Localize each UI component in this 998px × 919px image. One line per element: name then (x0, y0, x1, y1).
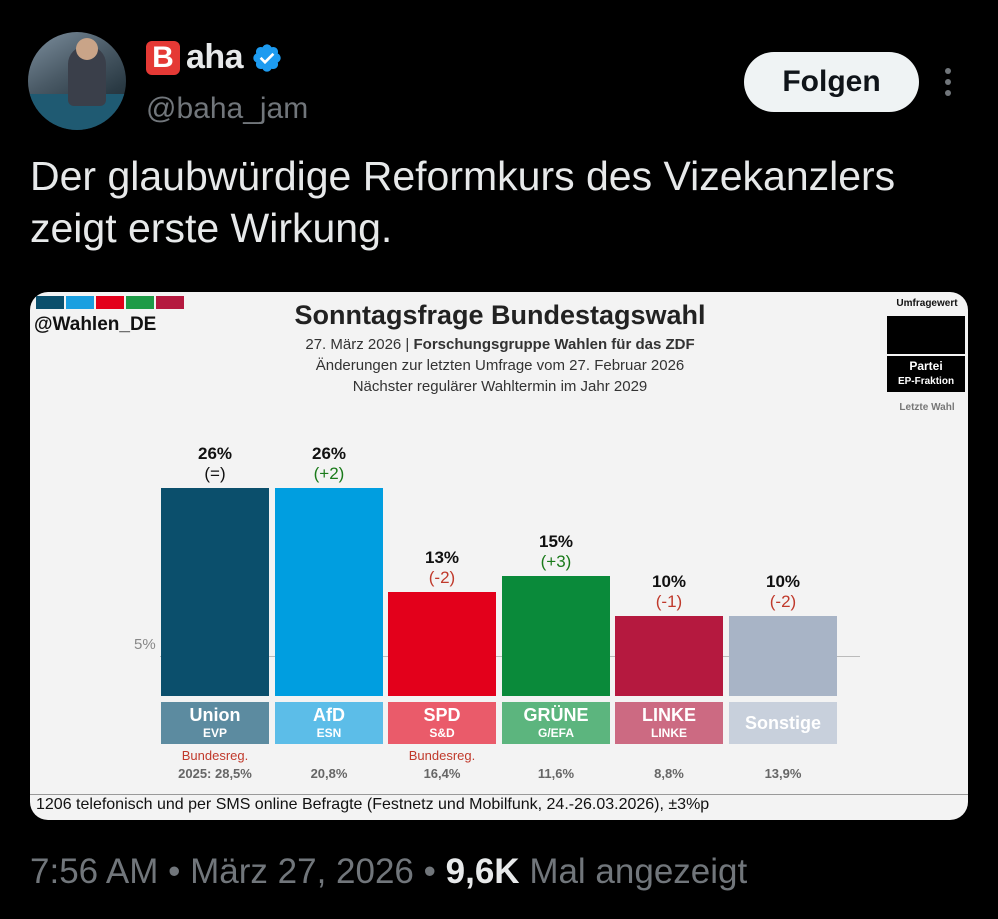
bar-value-label: 10% (651, 572, 687, 591)
color-stripes (36, 296, 184, 309)
tweet-date[interactable]: März 27, 2026 (190, 852, 414, 891)
bar-change-label: (+2) (313, 464, 345, 483)
party-label: Union EVP (161, 702, 269, 744)
user-handle[interactable]: @baha_jam (146, 92, 309, 125)
party-faction: EVP (202, 726, 227, 740)
subtitle-institute: Forschungsgruppe Wahlen für das ZDF (413, 336, 695, 353)
source-handle: @Wahlen_DE (34, 314, 157, 335)
bar-4 (615, 616, 723, 696)
view-count: 9,6K (445, 852, 520, 891)
party-name: AfD (313, 705, 345, 725)
party-label: AfD ESN (275, 702, 383, 744)
chart-subtitle-election: Nächster regulärer Wahltermin im Jahr 20… (352, 378, 648, 395)
bar-change-label: (+3) (540, 552, 572, 571)
footnote: 1206 telefonisch und per SMS online Befr… (36, 796, 710, 813)
party-name: GRÜNE (523, 705, 589, 725)
legend-faction-label: EP-Fraktion (897, 376, 955, 387)
party-faction: S&D (429, 726, 455, 740)
bar-0 (161, 488, 269, 696)
display-name-text: aha (186, 38, 244, 76)
meta-separator: • (168, 852, 181, 891)
gridline-label: 5% (134, 636, 156, 653)
last-election-value: 13,9% (764, 766, 802, 781)
subtitle-date: 27. März 2026 | (305, 336, 414, 353)
tweet-text: Der glaubwürdige Reformkurs des Vizekanz… (30, 153, 896, 251)
chart-subtitle-changes: Änderungen zur letzten Umfrage vom 27. F… (315, 357, 685, 374)
party-name: SPD (423, 705, 461, 725)
bar-value-label: 15% (538, 532, 574, 551)
bar-1 (275, 488, 383, 696)
party-label: Sonstige (729, 702, 837, 744)
views-label: Mal angezeigt (529, 852, 748, 891)
legend-poll-value: Umfragewert (896, 298, 958, 309)
tweet-time[interactable]: 7:56 AM (30, 852, 159, 891)
bar-change-label: (=) (204, 464, 226, 483)
party-faction: LINKE (651, 726, 687, 740)
chart-title: Sonntagsfrage Bundestagswahl (294, 300, 706, 330)
stripe (66, 296, 94, 309)
footer-divider (30, 794, 968, 795)
avatar[interactable] (28, 32, 126, 130)
display-name[interactable]: B aha (146, 38, 283, 77)
bar-value-label: 13% (424, 548, 460, 567)
bar-change-label: (-1) (655, 592, 683, 611)
party-name: LINKE (642, 705, 696, 725)
last-election-value: 8,8% (654, 766, 684, 781)
verified-check-icon (253, 43, 281, 72)
party-faction: ESN (316, 726, 342, 740)
bar-5 (729, 616, 837, 696)
party-name: Union (189, 705, 241, 725)
chart-subtitle-date: 27. März 2026 | Forschungsgruppe Wahlen … (190, 336, 810, 353)
last-election-value: 2025: 28,5% (178, 766, 252, 781)
stripe (126, 296, 154, 309)
tweet-meta: 7:56 AM • März 27, 2026 • 9,6K Mal angez… (30, 852, 747, 892)
legend-party-label: Partei (909, 359, 943, 373)
poll-image-card[interactable]: @Wahlen_DE Sonntagsfrage Bundestagswahl … (30, 292, 968, 820)
stripe (36, 296, 64, 309)
avatar-head (76, 38, 98, 60)
legend-bar-swatch (887, 316, 965, 354)
party-label: SPD S&D (388, 702, 496, 744)
government-note: Bundesreg. (408, 748, 476, 763)
bar-2 (388, 592, 496, 696)
bar-change-label: (-2) (428, 568, 456, 587)
last-election-value: 11,6% (537, 766, 575, 781)
meta-separator: • (423, 852, 436, 891)
bar-change-label: (-2) (769, 592, 797, 611)
last-election-value: 16,4% (423, 766, 461, 781)
bar-3 (502, 576, 610, 696)
stripe (156, 296, 184, 309)
party-name: Sonstige (744, 713, 821, 733)
legend-party: Partei EP-Fraktion (887, 356, 965, 392)
party-label: GRÜNE G/EFA (502, 702, 610, 744)
stripe (96, 296, 124, 309)
party-label: LINKE LINKE (615, 702, 723, 744)
follow-button[interactable]: Folgen (744, 52, 919, 112)
bar-value-label: 10% (765, 572, 801, 591)
legend-last-election: Letzte Wahl (899, 402, 955, 413)
party-faction: G/EFA (537, 726, 574, 740)
more-dots-icon[interactable] (934, 64, 962, 104)
bar-value-label: 26% (197, 444, 233, 463)
bar-value-label: 26% (311, 444, 347, 463)
last-election-value: 20,8% (310, 766, 348, 781)
government-note: Bundesreg. (181, 748, 249, 763)
name-badge: B (146, 40, 180, 75)
